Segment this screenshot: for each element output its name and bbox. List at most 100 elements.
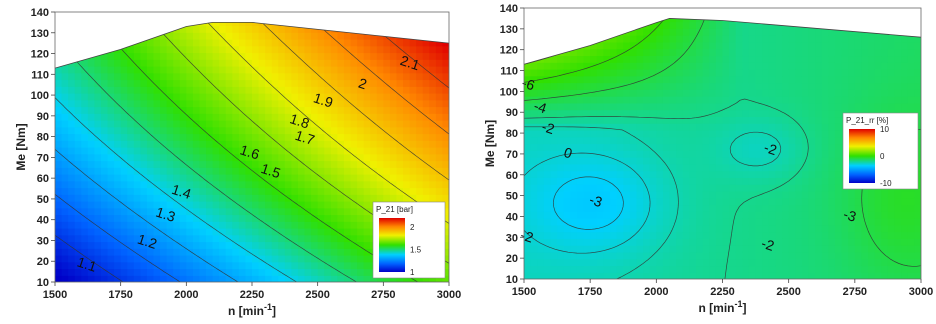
contour-line [55, 194, 181, 283]
field-cell [179, 25, 187, 33]
field-cell [74, 221, 82, 229]
field-cell [199, 39, 207, 47]
field-cell [550, 265, 558, 273]
field-cell [616, 163, 624, 172]
field-cell [576, 272, 585, 280]
field-cell [689, 245, 697, 253]
field-cell [55, 133, 63, 141]
field-cell [304, 228, 312, 236]
field-cell [868, 265, 876, 273]
field-cell [868, 238, 876, 246]
field-cell [127, 79, 135, 87]
field-cell [258, 147, 266, 155]
field-cell [55, 45, 63, 54]
field-cell [834, 89, 843, 97]
field-cell [252, 99, 260, 108]
field-cell [120, 25, 128, 33]
field-cell [343, 180, 352, 189]
field-cell [828, 116, 836, 124]
field-cell [212, 93, 220, 101]
field-cell [55, 22, 63, 27]
field-cell [357, 160, 365, 168]
field-cell [199, 241, 207, 249]
field-cell [676, 258, 684, 267]
field-cell [343, 248, 352, 256]
field-cell [735, 197, 743, 206]
field-cell [623, 96, 631, 104]
field-cell [422, 86, 430, 94]
field-cell [337, 228, 345, 236]
field-cell [245, 52, 253, 60]
field-cell [603, 251, 611, 260]
field-cell [682, 28, 691, 36]
field-cell [68, 174, 76, 182]
field-cell [841, 75, 849, 84]
field-cell [61, 234, 69, 243]
field-cell [583, 143, 591, 151]
field-cell [403, 147, 411, 155]
field-cell [775, 123, 783, 131]
field-cell [383, 180, 391, 189]
field-cell [550, 96, 558, 104]
field-cell [422, 32, 430, 40]
field-cell [524, 55, 532, 63]
field-cell [603, 184, 611, 192]
field-cell [87, 228, 95, 236]
field-cell [350, 268, 358, 276]
field-cell [702, 245, 710, 253]
field-cell [265, 59, 273, 67]
field-cell [140, 147, 148, 155]
field-cell [623, 190, 631, 199]
field-cell [186, 248, 194, 256]
field-cell [81, 228, 89, 236]
field-cell [801, 136, 810, 145]
field-cell [881, 62, 889, 70]
contour-fill [55, 12, 449, 283]
field-cell [715, 184, 724, 192]
field-cell [55, 25, 63, 33]
field-cell [629, 75, 638, 84]
field-cell [603, 116, 611, 124]
field-cell [337, 167, 345, 175]
field-cell [682, 245, 691, 253]
field-cell [166, 194, 174, 202]
field-cell [537, 204, 545, 212]
field-cell [389, 194, 398, 202]
field-cell [422, 113, 430, 121]
field-cell [304, 86, 312, 94]
field-cell [742, 136, 750, 145]
field-cell [74, 167, 82, 175]
field-cell [192, 32, 201, 40]
field-cell [550, 62, 558, 70]
field-cell [735, 251, 743, 260]
field-cell [435, 45, 444, 54]
field-cell [596, 109, 604, 118]
field-cell [442, 52, 449, 60]
field-cell [350, 86, 358, 94]
field-cell [755, 21, 763, 29]
field-cell [676, 102, 684, 111]
field-cell [219, 79, 227, 87]
field-cell [815, 28, 823, 36]
field-cell [603, 204, 611, 212]
field-cell [146, 160, 155, 168]
field-cell [715, 75, 724, 84]
field-cell [636, 8, 643, 15]
field-cell [219, 261, 227, 270]
field-cell [709, 136, 717, 145]
field-cell [120, 120, 128, 128]
field-cell [543, 190, 552, 199]
field-cell [442, 86, 449, 94]
field-cell [735, 28, 743, 36]
field-cell [722, 190, 730, 199]
field-cell [543, 272, 552, 280]
field-cell [901, 251, 909, 260]
field-cell [801, 272, 810, 280]
field-cell [258, 201, 266, 209]
field-cell [324, 59, 332, 67]
field-cell [874, 41, 882, 50]
field-cell [682, 129, 691, 138]
field-cell [901, 96, 909, 104]
field-cell [271, 234, 279, 243]
field-cell [199, 12, 206, 19]
